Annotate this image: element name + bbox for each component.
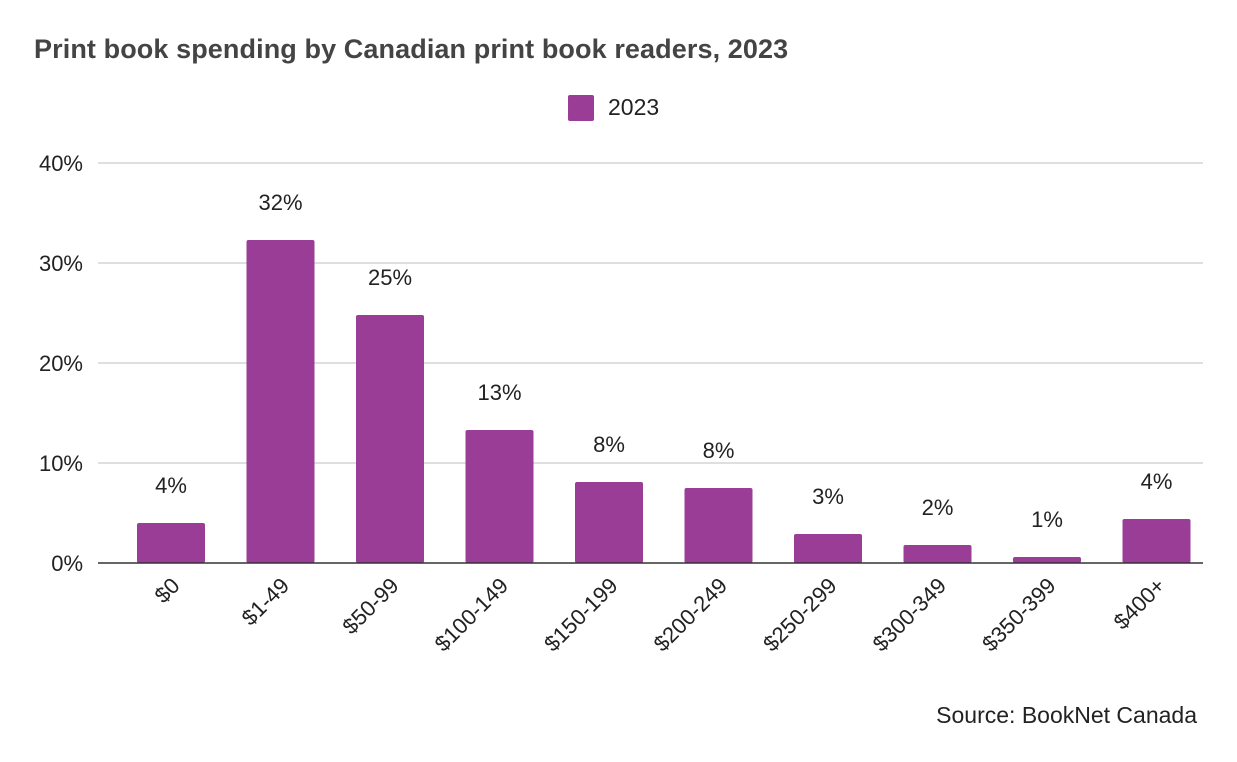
data-label: 2% (922, 495, 954, 520)
x-tick-label: $300-349 (868, 573, 951, 656)
y-tick-label: 40% (39, 151, 83, 176)
data-label: 1% (1031, 507, 1063, 532)
x-tick-label: $250-299 (758, 573, 841, 656)
data-label: 8% (703, 438, 735, 463)
x-tick-label: $350-399 (977, 573, 1060, 656)
bar-chart: 0% 10% 20% 30% 40% 4% $0 32% $1-49 25% $50-99 13% $1… (39, 151, 1203, 656)
source-note: Source: BookNet Canada (936, 702, 1197, 728)
data-label: 13% (477, 380, 521, 405)
legend-label: 2023 (608, 94, 660, 120)
x-tick-label: $1-49 (237, 573, 294, 630)
x-tick-label: $50-99 (337, 573, 403, 639)
bar (794, 534, 862, 563)
data-label: 4% (1141, 469, 1173, 494)
x-tick-label: $150-199 (539, 573, 622, 656)
bar (903, 545, 972, 563)
x-tick-label: $100-149 (430, 573, 513, 656)
bar (684, 488, 753, 563)
bar (575, 482, 643, 563)
data-label: 8% (593, 432, 625, 457)
bar (246, 240, 315, 563)
data-label: 4% (155, 473, 187, 498)
bar (1122, 519, 1191, 563)
data-label: 25% (368, 265, 412, 290)
x-tick-label: $0 (150, 573, 185, 608)
bar (1013, 557, 1081, 563)
x-tick-label: $200-249 (649, 573, 732, 656)
y-tick-label: 20% (39, 351, 83, 376)
y-tick-label: 0% (51, 551, 83, 576)
y-tick-label: 10% (39, 451, 83, 476)
legend: 2023 (568, 94, 659, 121)
y-tick-label: 30% (39, 251, 83, 276)
chart-title: Print book spending by Canadian print bo… (34, 34, 789, 64)
data-label: 3% (812, 484, 844, 509)
bar (465, 430, 534, 563)
legend-swatch (568, 94, 594, 121)
bar (356, 315, 424, 563)
bar (137, 523, 205, 563)
x-tick-label: $400+ (1109, 573, 1170, 634)
data-label: 32% (258, 190, 302, 215)
